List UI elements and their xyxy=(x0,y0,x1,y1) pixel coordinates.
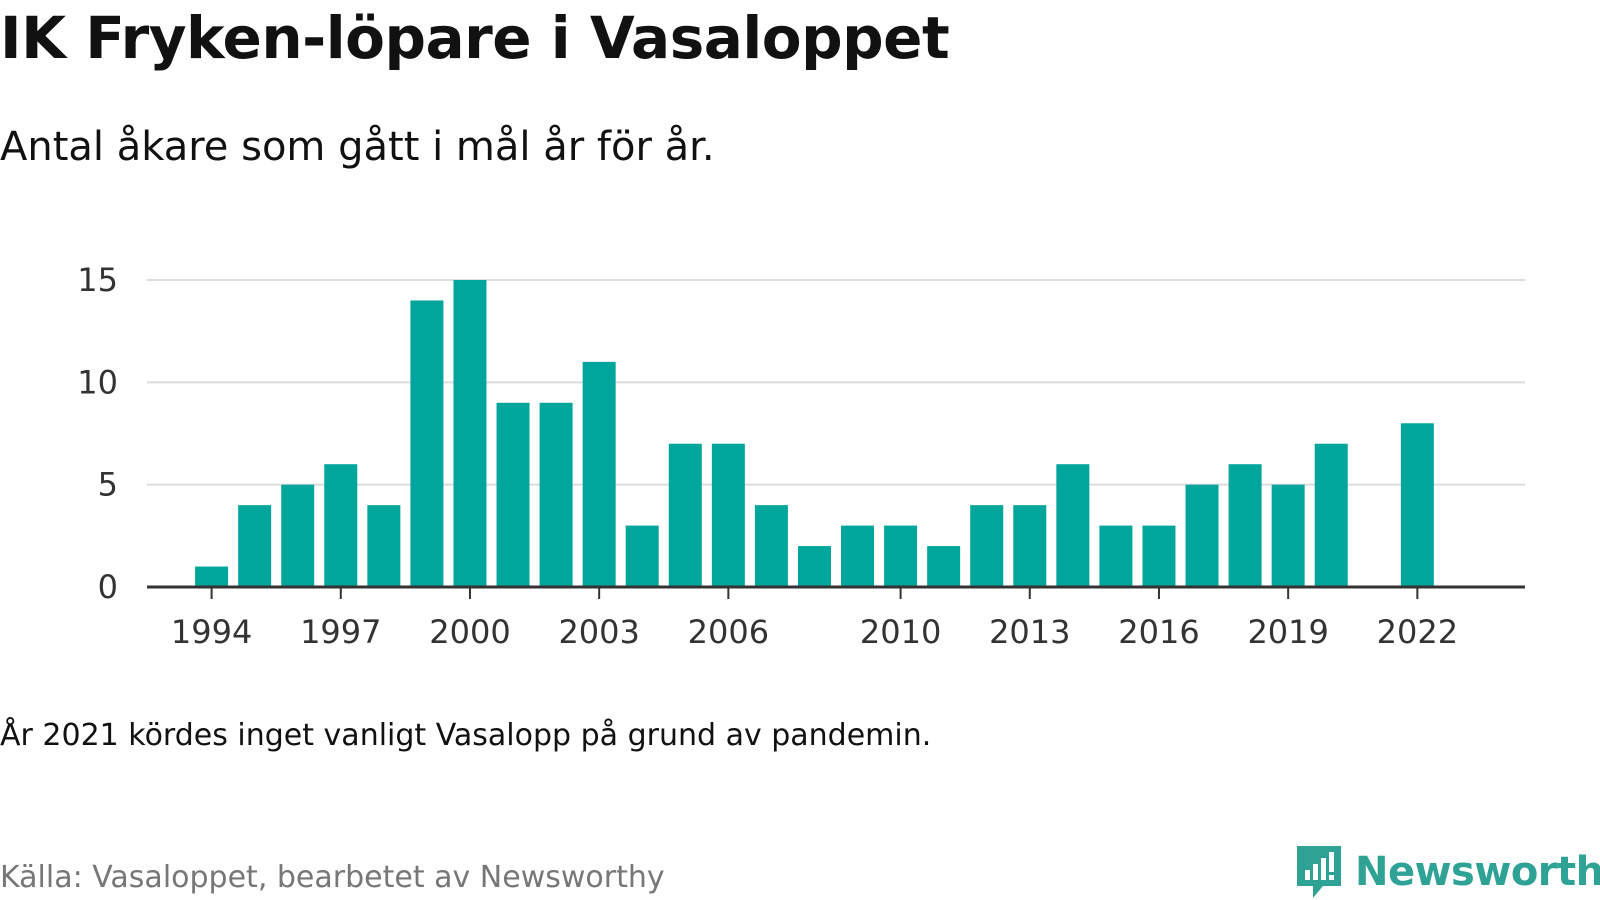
bar-2009 xyxy=(841,525,875,587)
newsworthy-logo-icon xyxy=(1297,846,1341,898)
bar-2002 xyxy=(539,402,573,587)
axes xyxy=(147,585,1525,599)
y-tick-label: 5 xyxy=(98,466,118,504)
bar-2017 xyxy=(1185,484,1219,587)
tick-labels: 0 5 10 15 1994 1997 2000 2003 2006 2010 2013 2016 20… xyxy=(77,261,1458,651)
x-tick-label: 2022 xyxy=(1377,613,1458,651)
bar-1994 xyxy=(195,566,229,587)
bar-1997 xyxy=(324,464,358,587)
bar-1998 xyxy=(367,505,401,587)
x-tick-label: 2000 xyxy=(429,613,510,651)
chart-title: IK Fryken-löpare i Vasaloppet xyxy=(0,4,950,72)
bar-1999 xyxy=(410,300,444,587)
chart-subtitle: Antal åkare som gått i mål år för år. xyxy=(0,124,715,170)
y-tick-label: 0 xyxy=(98,568,118,606)
bar-2007 xyxy=(754,505,788,587)
bar-2010 xyxy=(884,525,918,587)
bars xyxy=(195,280,1434,587)
x-tick-label: 2019 xyxy=(1247,613,1328,651)
bar-2014 xyxy=(1056,464,1090,587)
x-tick-label: 2016 xyxy=(1118,613,1199,651)
bar-2015 xyxy=(1099,525,1133,587)
y-tick-label: 10 xyxy=(77,363,118,401)
x-tick-label: 2006 xyxy=(688,613,769,651)
bar-2005 xyxy=(668,443,702,587)
brand-logo: Newsworthy xyxy=(1293,844,1600,900)
bar-2001 xyxy=(496,402,530,587)
bar-2006 xyxy=(711,443,745,587)
bar-2022 xyxy=(1400,423,1434,587)
bar-2004 xyxy=(625,525,659,587)
bar-2003 xyxy=(582,361,616,587)
bar-1995 xyxy=(238,505,272,587)
y-tick-label: 15 xyxy=(77,261,118,299)
bar-2016 xyxy=(1142,525,1176,587)
x-tick-label: 2003 xyxy=(558,613,639,651)
bar-2013 xyxy=(1013,505,1047,587)
x-tick-label: 1997 xyxy=(300,613,381,651)
bar-2018 xyxy=(1228,464,1262,587)
bar-2011 xyxy=(927,546,961,587)
bar-2020 xyxy=(1314,443,1348,587)
brand-name: Newsworthy xyxy=(1355,849,1600,895)
x-tick-label: 2010 xyxy=(860,613,941,651)
bar-2008 xyxy=(797,546,831,587)
bar-chart: 0 5 10 15 1994 1997 2000 2003 2006 2010 2013 2016 20… xyxy=(77,261,1525,651)
x-tick-label: 1994 xyxy=(171,613,252,651)
x-tick-label: 2013 xyxy=(989,613,1070,651)
bar-2019 xyxy=(1271,484,1305,587)
bar-2012 xyxy=(970,505,1004,587)
chart-note: År 2021 kördes inget vanligt Vasalopp på… xyxy=(0,718,932,753)
bar-2000 xyxy=(453,280,487,587)
bar-1996 xyxy=(281,484,315,587)
source-credit: Källa: Vasaloppet, bearbetet av Newswort… xyxy=(0,860,665,895)
